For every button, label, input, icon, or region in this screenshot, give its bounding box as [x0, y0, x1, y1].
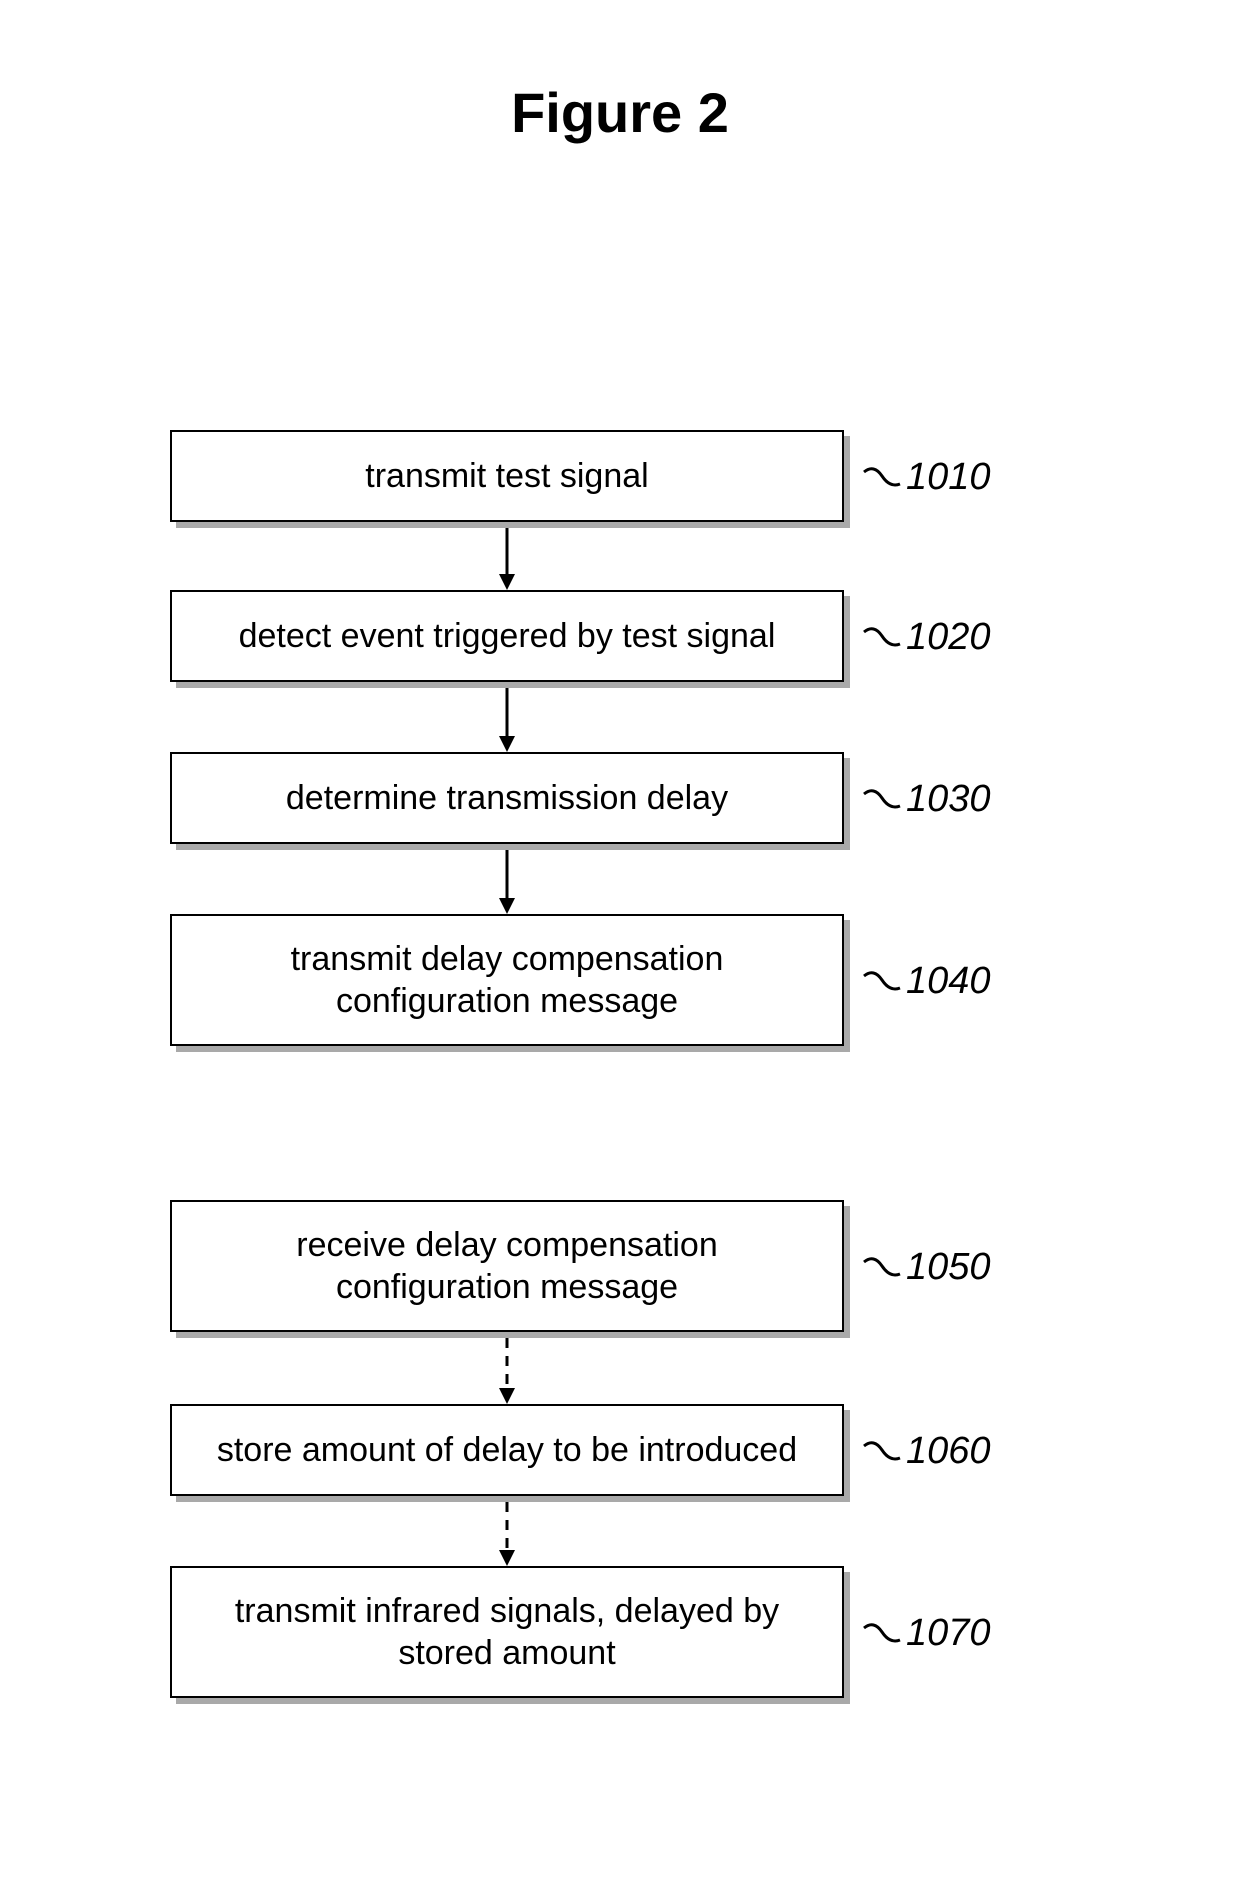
ref-label-1070: 1070: [862, 1612, 991, 1655]
flow-step-label: detect event triggered by test signal: [239, 615, 776, 658]
flow-step-1040: transmit delay compensationconfiguration…: [170, 914, 844, 1046]
ref-label-1010: 1010: [862, 456, 991, 499]
ref-number: 1020: [906, 616, 991, 659]
flow-arrow-dashed: [495, 1338, 519, 1404]
squiggle-icon: [862, 1254, 902, 1282]
flow-arrow: [495, 850, 519, 914]
flow-step-1010: transmit test signal: [170, 430, 844, 522]
ref-number: 1070: [906, 1612, 991, 1655]
figure-page: Figure 2 transmit test signal 1010 detect…: [0, 0, 1240, 1886]
ref-number: 1050: [906, 1246, 991, 1289]
ref-label-1020: 1020: [862, 616, 991, 659]
figure-title: Figure 2: [0, 80, 1240, 145]
flow-step-label: transmit test signal: [365, 455, 648, 498]
squiggle-icon: [862, 624, 902, 652]
ref-label-1040: 1040: [862, 960, 991, 1003]
flow-step-label: determine transmission delay: [286, 777, 728, 820]
ref-number: 1010: [906, 456, 991, 499]
flow-step-label: transmit delay compensationconfiguration…: [291, 938, 724, 1023]
ref-label-1060: 1060: [862, 1430, 991, 1473]
flow-step-label: transmit infrared signals, delayed bysto…: [235, 1590, 779, 1675]
ref-label-1030: 1030: [862, 778, 991, 821]
flow-arrow: [495, 528, 519, 590]
flow-arrow-dashed: [495, 1502, 519, 1566]
flow-step-1070: transmit infrared signals, delayed bysto…: [170, 1566, 844, 1698]
flow-step-label: receive delay compensationconfiguration …: [296, 1224, 717, 1309]
flow-step-1030: determine transmission delay: [170, 752, 844, 844]
squiggle-icon: [862, 786, 902, 814]
flow-step-1050: receive delay compensationconfiguration …: [170, 1200, 844, 1332]
ref-number: 1060: [906, 1430, 991, 1473]
squiggle-icon: [862, 464, 902, 492]
ref-number: 1040: [906, 960, 991, 1003]
flow-step-1060: store amount of delay to be introduced: [170, 1404, 844, 1496]
ref-label-1050: 1050: [862, 1246, 991, 1289]
squiggle-icon: [862, 1620, 902, 1648]
flow-arrow: [495, 688, 519, 752]
flow-step-label: store amount of delay to be introduced: [217, 1429, 797, 1472]
squiggle-icon: [862, 968, 902, 996]
ref-number: 1030: [906, 778, 991, 821]
squiggle-icon: [862, 1438, 902, 1466]
flow-step-1020: detect event triggered by test signal: [170, 590, 844, 682]
